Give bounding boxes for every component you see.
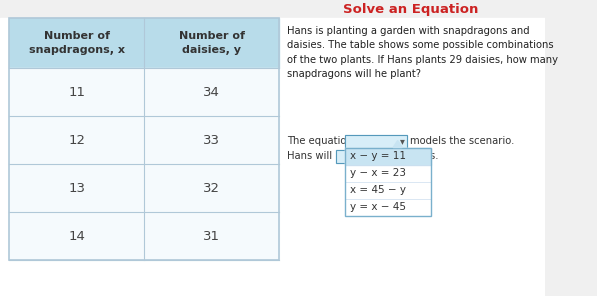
Text: ragons.: ragons. — [401, 151, 439, 161]
Text: 12: 12 — [68, 133, 85, 147]
Text: Number of
daisies, y: Number of daisies, y — [179, 31, 245, 55]
Text: 14: 14 — [68, 229, 85, 242]
Text: Hans is planting a garden with snapdragons and
daisies. The table shows some pos: Hans is planting a garden with snapdrago… — [287, 26, 558, 79]
Text: Number of
snapdragons, x: Number of snapdragons, x — [29, 31, 125, 55]
Text: 13: 13 — [68, 181, 85, 194]
Bar — [345, 147, 432, 215]
Bar — [336, 149, 398, 163]
Text: 11: 11 — [68, 86, 85, 99]
Text: y − x = 23: y − x = 23 — [350, 168, 407, 178]
Bar — [9, 18, 279, 260]
Text: ▾: ▾ — [390, 151, 396, 161]
Bar — [345, 134, 407, 147]
Polygon shape — [393, 141, 402, 147]
Text: 34: 34 — [203, 86, 220, 99]
Bar — [9, 18, 279, 68]
Bar — [9, 212, 279, 260]
Text: 33: 33 — [203, 133, 220, 147]
Bar — [9, 68, 279, 116]
Text: x − y = 11: x − y = 11 — [350, 151, 407, 161]
Text: models the scenario.: models the scenario. — [411, 136, 515, 146]
Bar — [345, 147, 432, 215]
Text: 31: 31 — [203, 229, 220, 242]
Bar — [9, 116, 279, 164]
Text: The equation: The equation — [287, 136, 353, 146]
Bar — [0, 0, 544, 18]
Bar — [9, 164, 279, 212]
Bar — [336, 149, 398, 163]
Text: x = 45 − y: x = 45 − y — [350, 185, 407, 195]
Text: y = x − 45: y = x − 45 — [350, 202, 407, 212]
Text: 32: 32 — [203, 181, 220, 194]
Bar — [345, 147, 432, 165]
Bar — [345, 134, 407, 147]
Text: ▾: ▾ — [400, 136, 405, 146]
Text: Solve an Equation: Solve an Equation — [343, 2, 478, 15]
Text: Hans will pla: Hans will pla — [287, 151, 351, 161]
